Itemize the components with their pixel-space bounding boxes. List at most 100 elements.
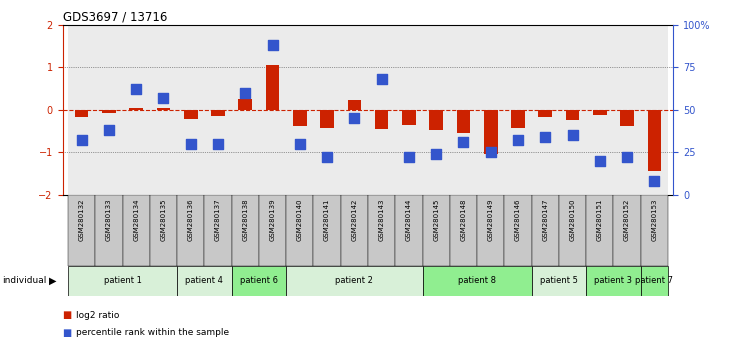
Point [403,154,415,160]
Bar [566,110,579,120]
Bar [395,195,422,266]
Text: GSM280135: GSM280135 [160,198,166,241]
Bar [422,25,450,195]
Text: GDS3697 / 13716: GDS3697 / 13716 [63,11,167,24]
Bar [368,25,395,195]
Bar [586,195,613,266]
Point [431,151,442,157]
Bar [559,195,586,266]
Text: ■: ■ [63,328,72,338]
Bar [205,25,232,195]
Bar [559,25,586,195]
Text: GSM280147: GSM280147 [542,198,548,241]
Text: GSM280144: GSM280144 [406,198,412,241]
Point [458,139,470,145]
Text: GSM280148: GSM280148 [461,198,467,241]
Bar [531,266,586,296]
Bar [232,195,259,266]
Text: GSM280136: GSM280136 [188,198,194,241]
Bar [259,25,286,195]
Point [539,134,551,140]
Bar [130,108,143,110]
Bar [586,266,641,296]
Bar [211,110,224,116]
Text: patient 4: patient 4 [185,276,223,285]
Bar [314,25,341,195]
Bar [184,110,197,119]
Bar [68,266,177,296]
Text: patient 5: patient 5 [540,276,578,285]
Point [594,158,606,164]
Text: GSM280138: GSM280138 [242,198,248,241]
Bar [177,195,205,266]
Bar [504,25,531,195]
Text: patient 2: patient 2 [336,276,373,285]
Point [567,132,578,138]
Point [621,154,633,160]
Point [321,154,333,160]
Text: GSM280132: GSM280132 [79,198,85,241]
Text: ▶: ▶ [49,275,57,286]
Bar [286,266,422,296]
Bar [613,25,641,195]
Bar [150,195,177,266]
Bar [512,110,525,127]
Text: GSM280145: GSM280145 [434,198,439,241]
Bar [531,25,559,195]
Bar [68,25,95,195]
Text: GSM280152: GSM280152 [624,198,630,241]
Bar [68,195,95,266]
Text: GSM280146: GSM280146 [515,198,521,241]
Bar [293,110,307,126]
Text: ■: ■ [63,310,72,320]
Bar [641,25,668,195]
Text: log2 ratio: log2 ratio [76,310,119,320]
Bar [402,110,416,125]
Bar [150,25,177,195]
Text: GSM280133: GSM280133 [106,198,112,241]
Bar [641,266,668,296]
Text: patient 6: patient 6 [240,276,278,285]
Bar [613,195,641,266]
Bar [286,195,314,266]
Bar [641,195,668,266]
Point [376,76,388,82]
Bar [320,110,334,127]
Bar [157,108,170,110]
Bar [232,266,286,296]
Point [485,149,497,155]
Bar [177,266,232,296]
Text: GSM280151: GSM280151 [597,198,603,241]
Bar [177,25,205,195]
Bar [238,99,252,110]
Text: patient 3: patient 3 [595,276,632,285]
Text: percentile rank within the sample: percentile rank within the sample [76,328,229,337]
Bar [286,25,314,195]
Point [648,178,660,184]
Text: GSM280134: GSM280134 [133,198,139,241]
Bar [586,25,613,195]
Point [348,115,360,121]
Bar [123,195,150,266]
Point [103,127,115,133]
Point [294,141,305,147]
Bar [395,25,422,195]
Bar [504,195,531,266]
Bar [450,25,477,195]
Bar [477,195,504,266]
Bar [422,195,450,266]
Bar [368,195,395,266]
Text: GSM280139: GSM280139 [269,198,275,241]
Bar [75,110,88,118]
Bar [347,101,361,110]
Bar [429,110,443,130]
Bar [484,110,498,154]
Text: GSM280143: GSM280143 [378,198,385,241]
Text: GSM280153: GSM280153 [651,198,657,241]
Bar [314,195,341,266]
Point [185,141,197,147]
Text: patient 7: patient 7 [635,276,673,285]
Bar [259,195,286,266]
Text: individual: individual [2,276,46,285]
Bar [450,195,477,266]
